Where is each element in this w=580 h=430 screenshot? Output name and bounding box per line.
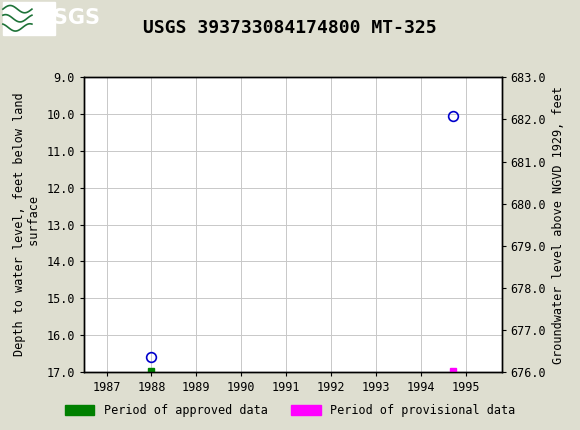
Text: USGS: USGS [36, 8, 100, 28]
Legend: Period of approved data, Period of provisional data: Period of approved data, Period of provi… [60, 399, 520, 422]
Text: USGS 393733084174800 MT-325: USGS 393733084174800 MT-325 [143, 19, 437, 37]
Bar [3, 2, 55, 35]
Y-axis label: Groundwater level above NGVD 1929, feet: Groundwater level above NGVD 1929, feet [552, 86, 565, 364]
Y-axis label: Depth to water level, feet below land
 surface: Depth to water level, feet below land su… [13, 93, 41, 356]
